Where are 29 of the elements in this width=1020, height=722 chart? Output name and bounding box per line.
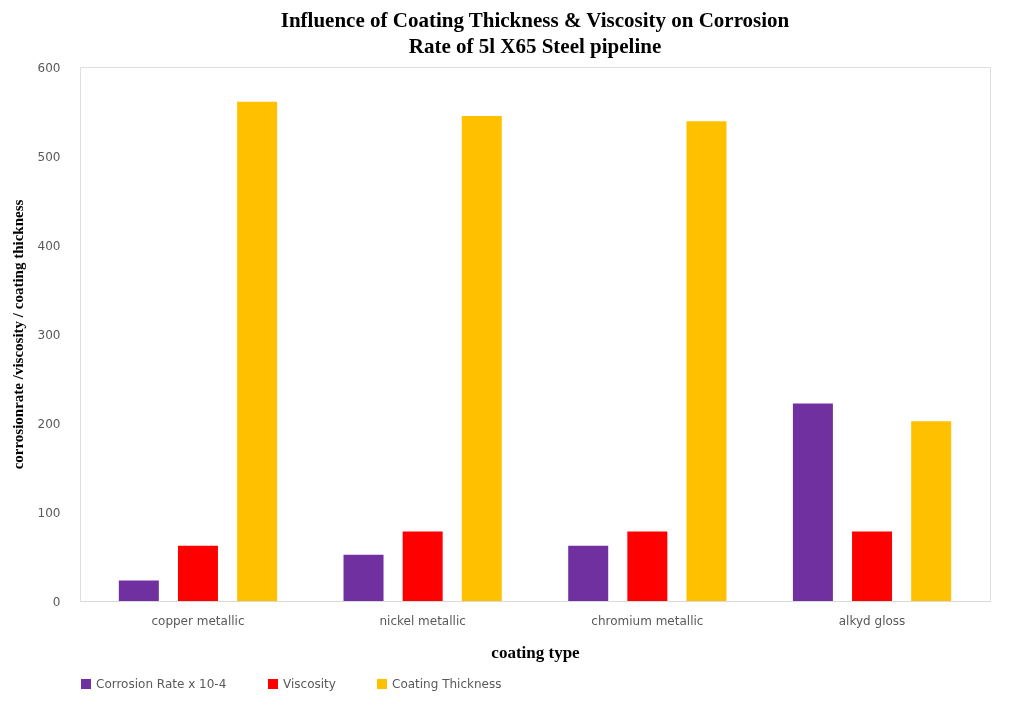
bar [461,115,502,601]
bar [118,580,159,601]
y-tick-label: 0 [52,594,61,609]
y-tick-label: 200 [37,416,61,431]
y-tick-label: 500 [37,149,61,164]
y-tick-label: 600 [37,60,61,75]
x-tick-label: alkyd gloss [838,613,906,628]
x-axis-title: coating type [491,642,581,662]
chart-title: Influence of Coating Thickness & Viscosity on Corrosion Rate of 5l X65 Steel pipeline [280,8,790,58]
x-tick-label: nickel metallic [379,613,466,628]
bar [237,101,278,601]
legend-label: Viscosity [283,677,336,691]
y-axis-title: corrosionrate /viscosity / coating thickness [9,199,26,470]
x-tick-label: chromium metallic [591,613,704,628]
bar [568,545,609,601]
bar [911,421,952,601]
legend-label: Corrosion Rate x 10-4 [96,677,227,691]
bar [177,545,218,601]
bar [852,531,893,601]
y-tick-label: 100 [37,505,61,520]
bar [627,531,668,601]
bar [792,403,833,601]
bar [686,121,727,601]
bar [402,531,443,601]
y-tick-label: 400 [37,238,61,253]
x-tick-label: copper metallic [151,613,245,628]
legend-label: Coating Thickness [392,677,502,691]
y-tick-label: 300 [37,327,61,342]
bar [343,554,384,601]
